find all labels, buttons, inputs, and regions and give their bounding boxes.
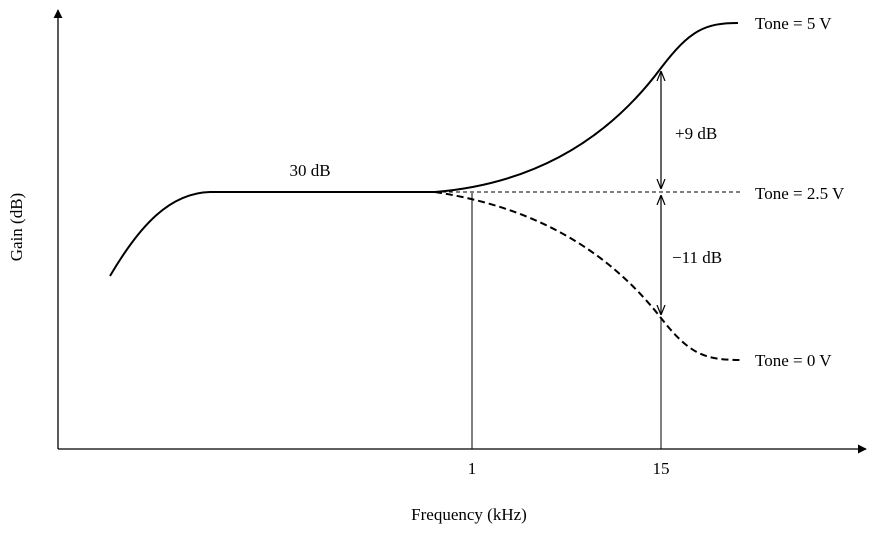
curve-tone-0v	[434, 191, 743, 361]
curve-tone-5v	[434, 22, 739, 193]
cut-label: −11 dB	[672, 248, 722, 267]
curve-label-tone-2-5v: Tone = 2.5 V	[755, 184, 845, 203]
curve-label-tone-0v: Tone = 0 V	[755, 351, 832, 370]
x-tick-label-15: 15	[653, 459, 670, 478]
curve-tone-2-5v-flat	[109, 191, 435, 277]
x-tick-label-1: 1	[468, 459, 477, 478]
boost-label: +9 dB	[675, 124, 717, 143]
curve-label-tone-5v: Tone = 5 V	[755, 14, 832, 33]
midband-gain-label: 30 dB	[289, 161, 330, 180]
y-axis-label: Gain (dB)	[7, 193, 26, 261]
x-axis-label: Frequency (kHz)	[411, 505, 527, 524]
